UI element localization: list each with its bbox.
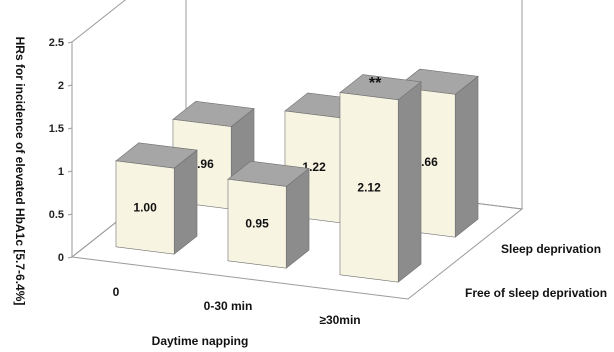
series-label: Sleep deprivation	[501, 242, 601, 256]
x-tick-label: ≥30min	[319, 313, 360, 327]
bar: 0.95	[227, 160, 310, 269]
y-tick-label: 2.5	[49, 37, 64, 49]
y-tick-label: 1	[58, 166, 64, 178]
bar: 1.00	[115, 142, 198, 255]
y-tick-label: 2	[58, 80, 64, 92]
y-tick-label: 1.5	[49, 123, 64, 135]
data-label: 0.95	[245, 217, 269, 231]
y-tick-label: 0.5	[49, 209, 64, 221]
x-tick-label: 0	[113, 285, 120, 299]
y-tick-mark	[67, 127, 73, 130]
y-tick-mark	[67, 170, 73, 173]
y-tick-mark	[67, 41, 73, 44]
bar-side	[454, 75, 479, 238]
y-tick-mark	[67, 84, 73, 87]
bar-front	[339, 92, 399, 283]
significance-marker: **	[369, 75, 382, 92]
bar: 2.12	[339, 74, 422, 283]
data-label: 2.12	[357, 180, 381, 194]
y-axis-label: HRs for incidence of elevated HbA1c [5.7…	[13, 37, 27, 306]
bar-front	[115, 160, 175, 255]
bar-side	[397, 81, 422, 283]
x-axis-label: Daytime napping	[152, 334, 249, 348]
labels: HRs for incidence of elevated HbA1c [5.7…	[13, 37, 607, 348]
y-tick-mark	[67, 256, 73, 259]
y-tick-label: 0	[58, 252, 64, 264]
x-tick-label: 0-30 min	[204, 299, 253, 313]
bar-front	[227, 178, 287, 269]
bars: 0.96 1.22 1.661.000.952.12	[115, 68, 479, 283]
y-tick-mark	[67, 213, 73, 216]
series-label: Free of sleep deprivation	[465, 286, 607, 300]
data-label: 1.00	[133, 201, 157, 215]
